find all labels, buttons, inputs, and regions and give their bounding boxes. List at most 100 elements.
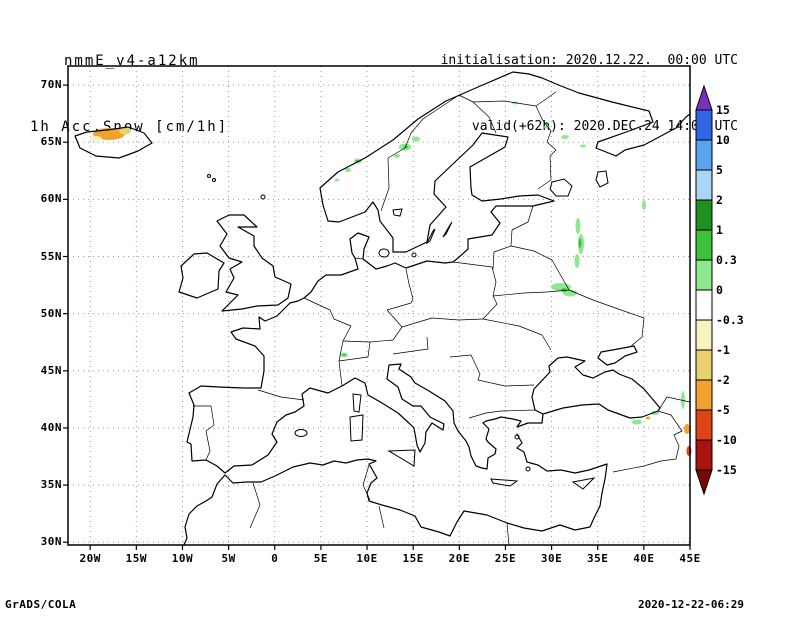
border-line [362, 464, 371, 501]
coastlines [74, 71, 691, 546]
snow-patch-russia-streak [574, 254, 580, 268]
island-faroe [207, 174, 211, 178]
coastline-europe-main [186, 132, 661, 474]
colorbar-level-label: 0 [716, 283, 723, 297]
coastline-great-britain [216, 214, 292, 312]
map-frame [67, 65, 691, 546]
island-bornholm [411, 252, 417, 258]
snow-patch-norway [345, 168, 351, 172]
colorbar-level-label: -5 [716, 403, 730, 417]
colorbar-level-label: -1 [716, 343, 730, 357]
lake-ladoga [549, 178, 573, 197]
colorbar-level-label: -10 [716, 433, 737, 447]
island-gotland [442, 221, 453, 238]
colorbar-level-label: 15 [716, 103, 730, 117]
model-title: nmmE_v4-a12km [64, 53, 200, 69]
island-mallorca [294, 429, 308, 437]
border-line [392, 336, 429, 355]
snow-patch-lapland [580, 144, 586, 148]
header-left: nmmE_v4-a12km 1h Acc.Snow [cm/1h] [30, 6, 228, 182]
snow-patch-turkey [632, 419, 642, 425]
border-line [342, 309, 403, 343]
colorbar-level-label: 2 [716, 193, 723, 207]
border-line [452, 261, 493, 268]
colorbar-level-label: 1 [716, 223, 723, 237]
grid-lines [68, 66, 691, 545]
island-sardinia [349, 414, 364, 442]
border-line [354, 257, 364, 260]
init-time-label: initialisation: 2020.12.22. 00:00 UTC [440, 53, 738, 68]
coastline-sea-of-azov [597, 345, 638, 366]
snow-patch-russia-west [561, 288, 567, 292]
coastline-scandinavia-north [319, 71, 691, 222]
colorbar-level-label: -0.3 [716, 313, 744, 327]
snow-patch-russia-streak [642, 200, 646, 210]
snow-shading [90, 101, 692, 456]
border-line [468, 409, 536, 419]
border-line [492, 205, 534, 270]
snow-patch-caucasus [681, 391, 685, 409]
lon-tick-label: 20E [448, 552, 470, 565]
snow-patch-sweden [412, 136, 420, 142]
border-line [338, 340, 371, 362]
border-line [612, 410, 683, 473]
colorbar-level-label: 10 [716, 133, 730, 147]
lon-tick-label: 20W [79, 552, 101, 565]
lon-tick-label: 5W [221, 552, 236, 565]
border-line [338, 360, 343, 387]
coastline-turkey-africa [183, 433, 608, 546]
colorbar-arrow-bottom [695, 469, 713, 496]
snow-patch-russia-streak [575, 218, 581, 234]
lon-tick-label: 45E [679, 552, 701, 565]
island-corsica [352, 393, 362, 413]
lat-tick-label: 40N [40, 420, 62, 434]
lon-tick-label: 25E [494, 552, 517, 565]
border-line [568, 289, 645, 348]
border-line [659, 396, 691, 409]
island-lesbos [514, 434, 520, 440]
island-shetland [260, 194, 266, 200]
lake-vanern [392, 208, 403, 217]
snow-patch-iceland [90, 136, 102, 142]
colorbar-segment [695, 409, 713, 441]
lat-tick-label: 35N [40, 478, 62, 492]
colorbar-segment [695, 259, 713, 291]
lat-tick-label: 45N [40, 363, 62, 377]
border-line [535, 91, 557, 190]
lon-tick-label: 30E [540, 552, 563, 565]
lon-tick-label: 15E [402, 552, 424, 565]
border-line [510, 245, 570, 291]
colorbar-level-label: 0.3 [716, 253, 737, 267]
lon-tick-label: 0 [271, 552, 279, 565]
island-crete [490, 478, 519, 487]
border-line [378, 505, 385, 529]
colorbar-segment [695, 349, 713, 381]
colorbar-segment [695, 319, 713, 351]
lake-onega [595, 170, 609, 188]
colorbar-arrow-top [695, 84, 713, 111]
border-line [458, 94, 537, 107]
colorbar-segment [695, 379, 713, 411]
snow-patch-russia-streak [578, 238, 582, 248]
border-line [193, 405, 215, 461]
coastline-ireland [178, 252, 225, 299]
country-borders [193, 91, 691, 546]
border-line [449, 354, 535, 387]
lon-tick-label: 10W [171, 552, 194, 565]
colorbar-segment [695, 109, 713, 141]
island-zealand [378, 248, 390, 258]
island-oland [425, 228, 436, 245]
island-sicily [387, 449, 416, 467]
colorbar-segment [695, 169, 713, 201]
lat-tick-label: 50N [40, 306, 62, 320]
colorbar-segment [695, 289, 713, 321]
snow-patch-sweden [394, 154, 400, 158]
colorbar-level-label: -2 [716, 373, 730, 387]
snow-patch-russia-west [563, 289, 577, 297]
creation-timestamp: 2020-12-22-06:29 [638, 598, 744, 611]
lat-tick-label: 70N [40, 78, 62, 92]
variable-title: 1h Acc.Snow [cm/1h] [30, 119, 229, 135]
colorbar-level-label: 5 [716, 163, 723, 177]
